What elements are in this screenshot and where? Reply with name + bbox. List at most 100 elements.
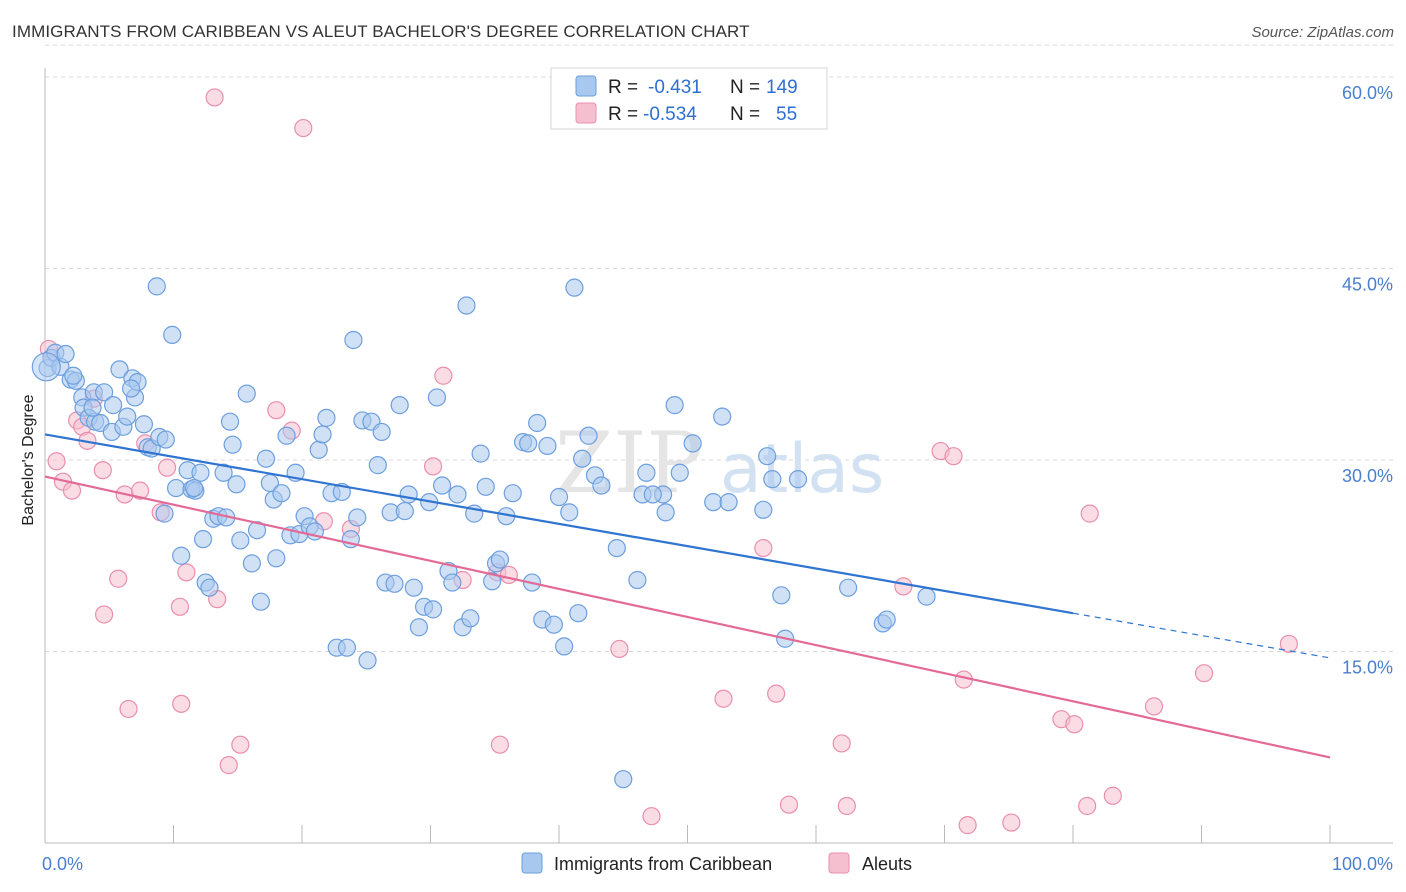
chart-title: IMMIGRANTS FROM CARIBBEAN VS ALEUT BACHE…	[12, 22, 750, 41]
caribbean-point	[719, 493, 738, 512]
legend-swatch-aleuts	[575, 102, 597, 124]
caribbean-point	[172, 546, 191, 565]
legend-n-label-2: N =	[730, 104, 760, 125]
caribbean-point	[573, 449, 592, 468]
caribbean-point	[110, 360, 129, 379]
caribbean-point	[490, 550, 509, 569]
caribbean-point	[184, 478, 204, 498]
caribbean-point	[656, 503, 675, 522]
correlation-legend: R = -0.431 N = 149 R = -0.534 N = 55	[550, 67, 828, 130]
caribbean-point	[313, 425, 332, 444]
aleuts-point	[423, 457, 443, 476]
aleuts-point	[294, 118, 313, 138]
caribbean-point	[443, 573, 462, 592]
caribbean-point	[83, 398, 102, 417]
caribbean-point	[247, 521, 267, 540]
aleuts-point	[1103, 786, 1122, 805]
caribbean-point	[251, 592, 270, 611]
aleuts-point	[1144, 697, 1164, 716]
caribbean-point	[344, 330, 363, 350]
caribbean-point	[200, 578, 219, 597]
legend-r-value-1: -0.431	[648, 77, 702, 98]
aleuts-point	[172, 694, 191, 713]
aleuts-point	[231, 735, 250, 754]
caribbean-point	[614, 770, 633, 789]
caribbean-point	[917, 587, 936, 606]
caribbean-point	[368, 456, 387, 475]
legend-box	[550, 67, 828, 130]
aleuts-point	[714, 689, 733, 708]
caribbean-point	[399, 485, 418, 504]
caribbean-point	[519, 434, 538, 453]
aleuts-point	[1194, 664, 1214, 683]
caribbean-point	[628, 570, 647, 590]
legend-r-value-2: -0.534	[643, 104, 697, 125]
caribbean-point	[772, 586, 791, 605]
caribbean-point	[163, 325, 182, 344]
aleuts-point	[157, 458, 177, 477]
caribbean-point	[104, 396, 123, 415]
caribbean-point	[579, 426, 598, 445]
caribbean-point	[704, 493, 723, 512]
aleuts-point	[47, 452, 66, 471]
watermark-atlas: atlas	[720, 430, 884, 509]
aleuts-point	[177, 563, 196, 582]
caribbean-point	[56, 344, 75, 364]
caribbean-point	[223, 435, 242, 454]
caribbean-point	[121, 379, 141, 398]
caribbean-point	[643, 485, 662, 504]
caribbean-point	[560, 503, 579, 522]
y-tick-label: 60.0%	[1342, 83, 1393, 103]
caribbean-point	[758, 447, 777, 466]
caribbean-point	[404, 578, 423, 597]
caribbean-point	[309, 440, 328, 459]
caribbean-point	[569, 604, 588, 623]
caribbean-point	[31, 352, 61, 382]
x-tick-label: 0.0%	[42, 854, 83, 874]
aleuts-point	[267, 401, 286, 420]
caribbean-point	[538, 436, 557, 456]
caribbean-point	[457, 296, 476, 315]
caribbean-point	[461, 609, 480, 628]
aleuts-point	[779, 795, 799, 814]
caribbean-point	[423, 600, 443, 619]
caribbean-points	[31, 277, 936, 789]
caribbean-point	[607, 538, 626, 558]
caribbean-point	[95, 383, 114, 402]
caribbean-trend-line	[44, 433, 1074, 615]
legend-n-value-2: 55	[776, 104, 797, 125]
series-label-caribbean: Immigrants from Caribbean	[554, 854, 772, 874]
aleuts-point	[205, 88, 224, 107]
aleuts-point	[119, 699, 138, 719]
caribbean-point	[155, 504, 174, 523]
caribbean-point	[528, 413, 547, 433]
aleuts-point	[642, 807, 661, 826]
axes	[44, 68, 1393, 844]
legend-r-label-2: R =	[608, 104, 638, 125]
aleuts-point	[754, 538, 773, 558]
caribbean-point	[214, 463, 233, 482]
aleuts-point	[170, 597, 190, 616]
legend-n-label-1: N =	[730, 77, 760, 98]
caribbean-point	[372, 422, 391, 442]
x-tick-label: 100.0%	[1332, 854, 1393, 874]
aleuts-point	[1002, 813, 1021, 832]
aleuts-point	[1080, 504, 1099, 523]
caribbean-point	[156, 430, 175, 449]
watermark: ZIP atlas	[555, 414, 884, 512]
aleuts-point	[93, 461, 112, 480]
caribbean-point	[592, 476, 611, 495]
caribbean-point	[713, 407, 732, 426]
aleuts-point	[490, 735, 509, 754]
caribbean-point	[763, 470, 782, 489]
aleuts-point	[219, 756, 238, 775]
caribbean-point	[839, 578, 858, 597]
caribbean-point	[267, 549, 286, 568]
aleuts-point	[958, 816, 977, 835]
series-swatch-caribbean	[521, 852, 543, 874]
caribbean-point	[272, 484, 291, 503]
caribbean-point	[471, 444, 490, 463]
caribbean-point	[147, 277, 166, 296]
caribbean-point	[191, 463, 210, 482]
